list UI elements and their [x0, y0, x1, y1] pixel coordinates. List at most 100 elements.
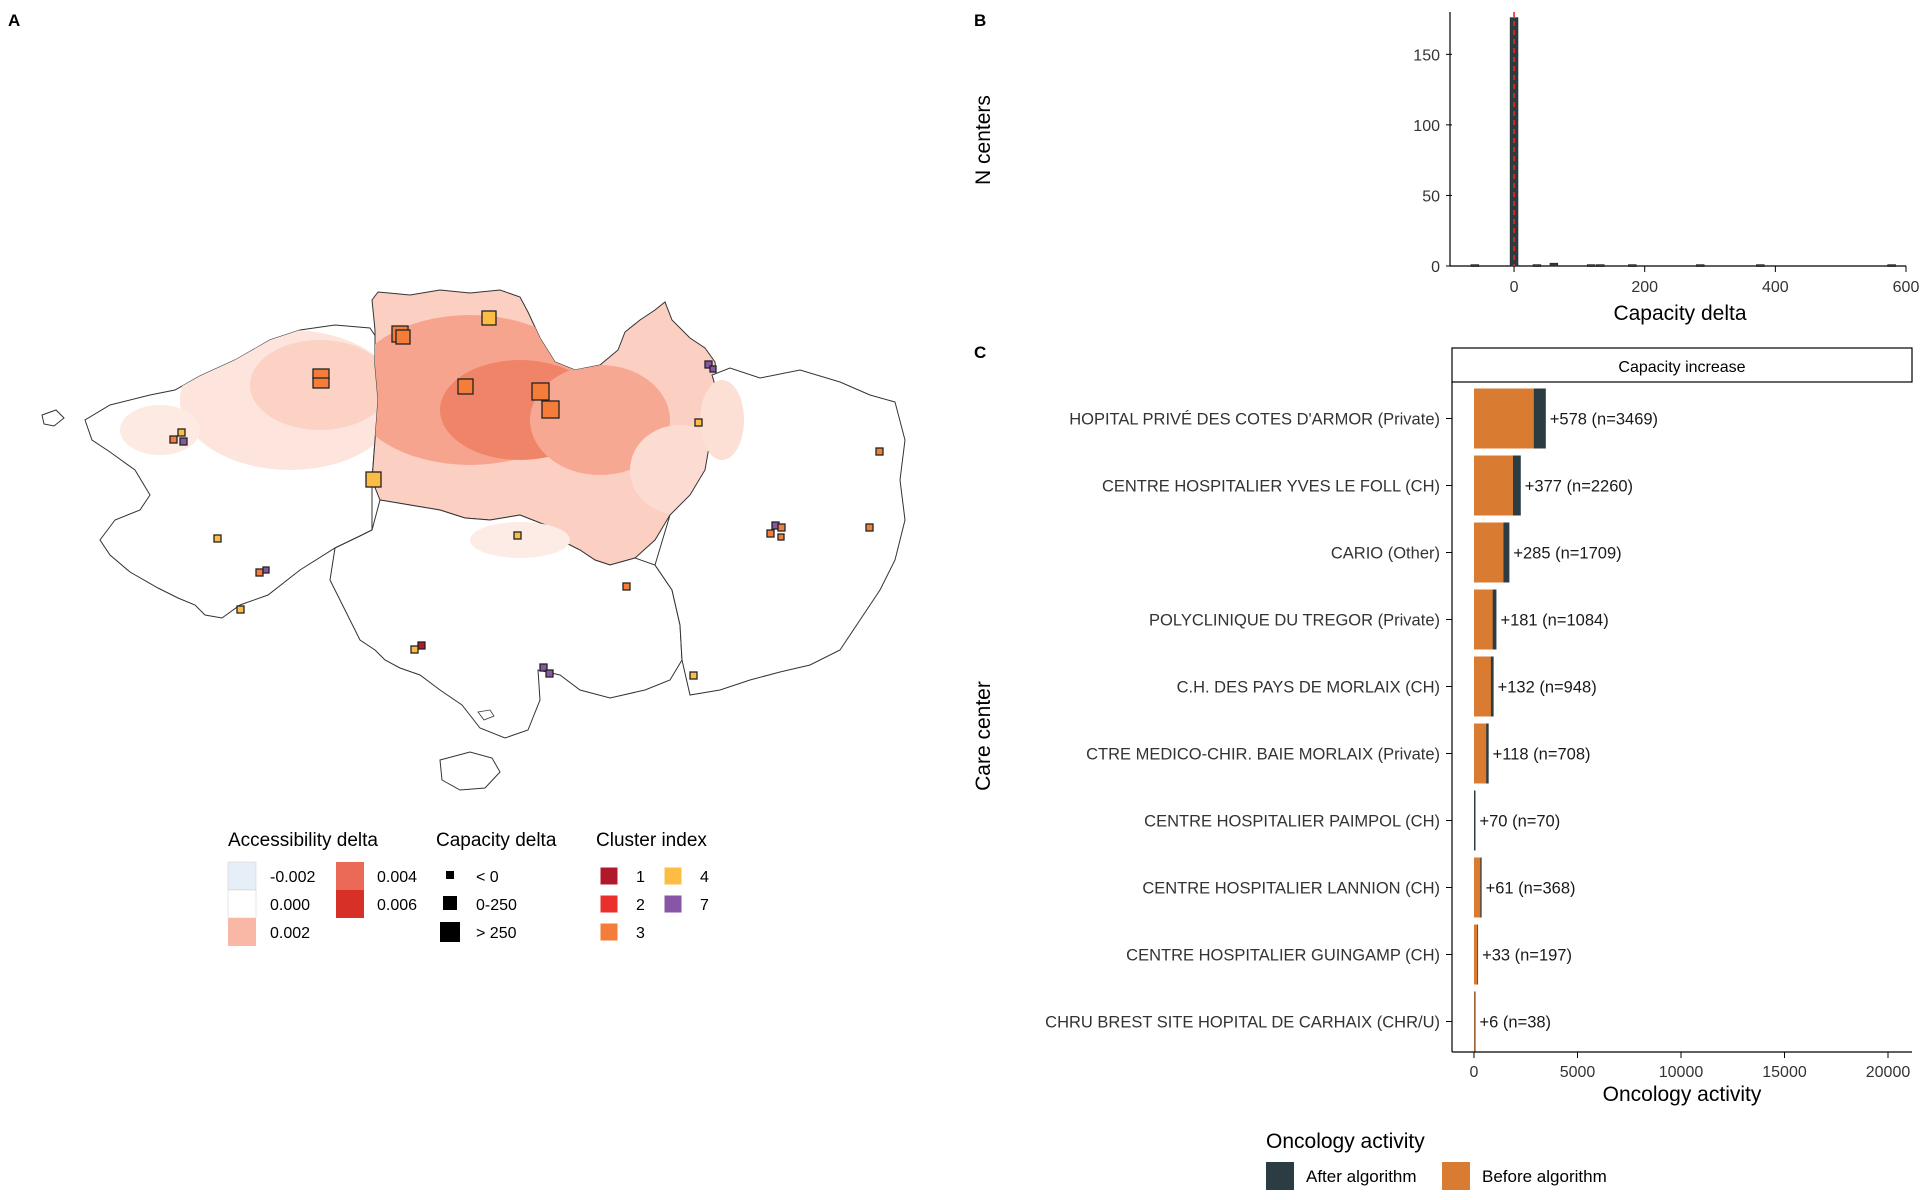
map-island-groix: [477, 709, 495, 721]
histogram-x-label: Capacity delta: [1613, 302, 1746, 325]
legend-label-acc-3: 0.004: [377, 869, 417, 886]
legend-swatch-acc-2: [228, 918, 256, 946]
bar-row: CTRE MEDICO-CHIR. BAIE MORLAIX (Private)…: [1086, 723, 1591, 784]
bar-x-tick: 15000: [1762, 1064, 1807, 1081]
bar-value-label: +70 (n=70): [1480, 813, 1561, 831]
center-marker: [766, 529, 775, 538]
facet-title: Capacity increase: [1618, 359, 1745, 376]
center-marker: [410, 645, 419, 654]
histogram-bar: [1628, 264, 1637, 267]
center-marker: [457, 378, 474, 395]
legend-label-acc-2: 0.002: [270, 925, 310, 942]
bar-row: HOPITAL PRIVÉ DES COTES D'ARMOR (Private…: [1069, 388, 1658, 449]
legend-swatch-cl-1: [599, 894, 619, 914]
center-marker: [541, 400, 560, 419]
histogram-bar: [1532, 264, 1542, 267]
legend-cluster-items: 1 2 3 4 7: [599, 866, 709, 942]
legend-swatch-acc-1: [227, 889, 257, 919]
center-marker: [169, 435, 178, 444]
bar-before: [1474, 924, 1478, 985]
histogram-y-tick: 50: [1422, 188, 1440, 205]
bar-panel: Capacity increase HOPITAL PRIVÉ DES COTE…: [972, 347, 1913, 1190]
histogram-bar: [1470, 264, 1480, 267]
bar-value-label: +285 (n=1709): [1513, 545, 1621, 563]
histogram-bar: [1887, 264, 1896, 267]
histogram-panel: 0 200 400 600 0 50 100 150 Capacity delta N cen…: [972, 12, 1919, 325]
histogram-x-tick: 200: [1631, 279, 1658, 296]
bar-row: POLYCLINIQUE DU TREGOR (Private) +181 (n=…: [1149, 589, 1609, 650]
center-marker: [179, 437, 188, 446]
map-island-belle-ile: [439, 751, 501, 791]
center-marker: [704, 360, 713, 369]
bar-x-tick: 0: [1470, 1064, 1479, 1081]
legend-label-cap-1: 0-250: [476, 897, 517, 914]
bar-category-label: CENTRE HOSPITALIER LANNION (CH): [1142, 880, 1440, 898]
bar-value-label: +6 (n=38): [1480, 1014, 1552, 1032]
center-marker: [395, 329, 411, 345]
bar-category-label: CTRE MEDICO-CHIR. BAIE MORLAIX (Private): [1086, 746, 1440, 764]
histogram-y-tick: 100: [1413, 118, 1440, 135]
bar-row: CHRU BREST SITE HOPITAL DE CARHAIX (CHR/…: [1045, 991, 1552, 1052]
center-marker: [622, 582, 631, 591]
panel-label-a: A: [8, 11, 20, 30]
bar-row: CENTRE HOSPITALIER GUINGAMP (CH) +33 (n=1…: [1126, 924, 1572, 985]
bar-after: [1474, 991, 1476, 1052]
bar-x-tick: 5000: [1560, 1064, 1596, 1081]
center-marker: [255, 568, 264, 577]
histogram-bar: [1586, 264, 1596, 267]
bar-legend-title: Oncology activity: [1266, 1130, 1425, 1153]
bar-row: CENTRE HOSPITALIER YVES LE FOLL (CH) +377…: [1102, 455, 1633, 516]
legend-cluster-title: Cluster index: [596, 830, 707, 851]
bar-value-label: +181 (n=1084): [1500, 612, 1608, 630]
legend-label-cl-4: 7: [700, 897, 709, 914]
bar-before: [1474, 589, 1493, 650]
map-region-south: [329, 499, 683, 739]
center-marker: [709, 365, 717, 373]
bar-value-label: +118 (n=708): [1493, 746, 1591, 764]
facet-strip: [1451, 347, 1913, 383]
legend-label-cap-0: < 0: [476, 869, 499, 886]
bar-value-label: +33 (n=197): [1482, 947, 1572, 965]
bar-value-label: +61 (n=368): [1486, 880, 1576, 898]
bar-legend-swatch-after: [1266, 1162, 1294, 1190]
histogram-ticks: 0 200 400 600 0 50 100 150: [1413, 47, 1919, 296]
bar-value-label: +377 (n=2260): [1525, 478, 1633, 496]
bar-before: [1474, 522, 1504, 583]
bar-y-label: Care center: [972, 681, 995, 791]
bar-category-label: CENTRE HOSPITALIER GUINGAMP (CH): [1126, 947, 1440, 965]
legend-label-cl-0: 1: [636, 869, 645, 886]
center-marker: [312, 377, 330, 389]
center-marker: [777, 533, 785, 541]
bar-legend-swatch-before: [1442, 1162, 1470, 1190]
legend-label-acc-4: 0.006: [377, 897, 417, 914]
center-marker: [545, 669, 554, 678]
bar-after: [1474, 790, 1476, 851]
legend-label-cl-1: 2: [636, 897, 645, 914]
bar-category-label: CENTRE HOSPITALIER YVES LE FOLL (CH): [1102, 478, 1440, 496]
legend-accessibility-title: Accessibility delta: [228, 830, 378, 851]
legend-capacity-items: < 0 0-250 > 250: [440, 869, 517, 942]
bar-category-label: HOPITAL PRIVÉ DES COTES D'ARMOR (Private…: [1069, 410, 1440, 429]
legend-label-cap-2: > 250: [476, 925, 517, 942]
legend-capacity-symbol-1: [443, 896, 457, 910]
center-marker: [262, 566, 270, 574]
center-marker: [875, 447, 884, 456]
bar-legend-label-before: Before algorithm: [1482, 1167, 1607, 1186]
center-marker: [365, 471, 382, 488]
legend-label-cl-2: 3: [636, 925, 645, 942]
map-island-ouessant: [41, 409, 65, 427]
legend-capacity-title: Capacity delta: [436, 830, 557, 851]
bar-category-label: C.H. DES PAYS DE MORLAIX (CH): [1177, 679, 1440, 697]
bar-value-label: +578 (n=3469): [1550, 411, 1658, 429]
bar-row: CENTRE HOSPITALIER LANNION (CH) +61 (n=36…: [1142, 857, 1576, 918]
center-marker: [531, 382, 550, 401]
center-marker: [177, 428, 186, 437]
histogram-bar: [1756, 264, 1765, 267]
center-marker: [481, 310, 497, 326]
histogram-bar: [1549, 262, 1559, 267]
histogram-bar: [1596, 264, 1605, 267]
histogram-x-tick: 400: [1762, 279, 1789, 296]
legend-label-cl-3: 4: [700, 869, 709, 886]
bar-legend: Oncology activity After algorithm Before…: [1266, 1130, 1607, 1190]
